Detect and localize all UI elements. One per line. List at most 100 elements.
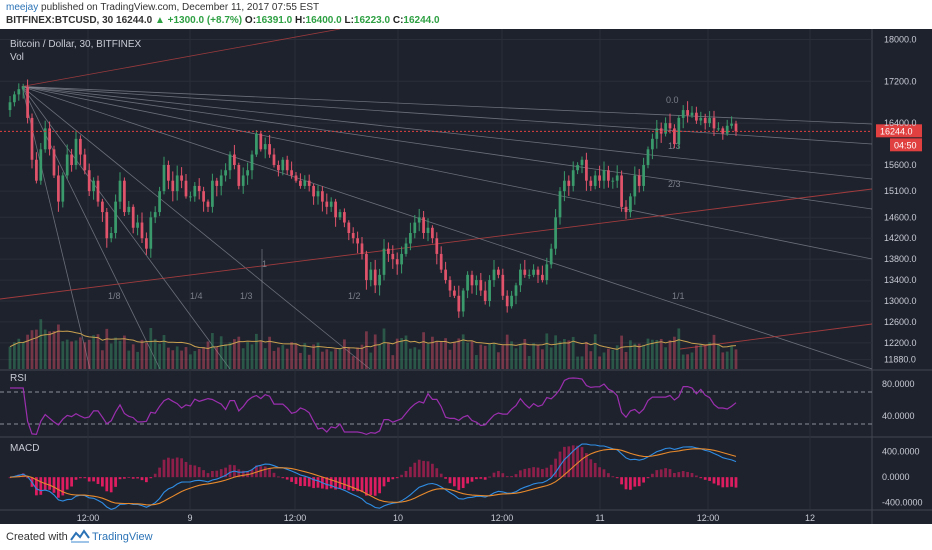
candle-body [567, 180, 571, 186]
macd-histogram-bar [202, 470, 205, 478]
candle-body [589, 180, 593, 186]
candle-body [501, 274, 505, 296]
open-value: 16391.0 [256, 15, 293, 26]
volume-bar [329, 351, 333, 369]
volume-bar [202, 347, 205, 369]
fan-label: 1/2 [348, 291, 361, 301]
trend-line [21, 29, 341, 87]
candle-body [43, 128, 47, 150]
macd-histogram-bar [131, 477, 135, 479]
macd-histogram-bar [294, 477, 298, 485]
volume-bar [105, 328, 109, 369]
up-arrow-icon: ▲ [154, 15, 165, 26]
macd-histogram-bar [532, 467, 535, 478]
macd-histogram-bar [299, 477, 302, 486]
candle-body [426, 227, 430, 233]
volume-bar [633, 343, 637, 369]
candle-body [651, 138, 654, 150]
macd-histogram-bar [39, 477, 43, 495]
macd-histogram-bar [343, 477, 346, 490]
rsi-tick-label: 80.0000 [882, 379, 915, 389]
volume-bar [65, 339, 69, 369]
macd-histogram-bar [351, 477, 355, 491]
candle-body [637, 175, 641, 186]
volume-bar [255, 333, 258, 369]
volume-bar [343, 339, 346, 369]
macd-histogram-bar [417, 459, 421, 478]
volume-bars [8, 319, 738, 369]
macd-histogram-bar [224, 467, 227, 478]
macd-histogram-bar [391, 477, 395, 480]
volume-bar [545, 333, 549, 369]
macd-histogram-bar [690, 472, 694, 478]
high-label: H: [294, 15, 306, 26]
macd-histogram-bar [316, 477, 320, 488]
candle-body [470, 274, 474, 286]
macd-histogram-bar [149, 477, 153, 479]
candle-body [668, 123, 672, 129]
macd-histogram-bar [576, 445, 579, 478]
macd-histogram-bar [699, 477, 703, 479]
candle-body [206, 201, 210, 207]
macd-histogram-bar [145, 477, 148, 483]
candle-body [74, 138, 78, 165]
fan-line [21, 86, 873, 125]
y-tick-label: 16400.0 [884, 118, 917, 128]
volume-bar [347, 346, 351, 369]
macd-histogram-bar [637, 477, 641, 487]
candle-body [580, 159, 584, 165]
macd-histogram-bar [387, 477, 390, 482]
volume-bar [624, 351, 628, 369]
close-label: C: [392, 15, 404, 26]
macd-histogram-bar [281, 477, 285, 479]
volume-bar [228, 342, 232, 369]
volume-bar [241, 348, 245, 369]
macd-histogram-bar [92, 477, 95, 482]
candle-body [624, 206, 628, 213]
fan-label: 1/8 [108, 291, 121, 301]
volume-bar [360, 344, 364, 369]
high-value: 16400.0 [305, 15, 342, 26]
candle-body [519, 269, 522, 286]
macd-histogram-bar [730, 477, 733, 487]
volume-bar [717, 343, 720, 369]
chart-canvas[interactable]: 1/81/41/31/211/12/31/30.0 16244.004:50 1… [0, 29, 932, 524]
macd-histogram-bar [237, 469, 241, 478]
volume-bar [611, 349, 615, 369]
candle-body [382, 248, 386, 275]
macd-histogram-bar [593, 462, 597, 478]
candle-body [585, 159, 588, 181]
macd-histogram-bar [409, 466, 412, 478]
fan-label: 1/3 [240, 291, 253, 301]
volume-bar [61, 341, 65, 369]
candle-body [356, 238, 359, 244]
volume-bar [695, 345, 698, 369]
volume-bar [629, 340, 632, 369]
candle-body [479, 280, 483, 291]
candle-body [321, 191, 324, 202]
candle-body [725, 125, 729, 134]
candle-body [202, 191, 205, 202]
macd-histogram-bar [558, 451, 562, 478]
volume-bar [536, 344, 540, 369]
fan-line [21, 86, 873, 145]
macd-histogram-bar [505, 476, 509, 478]
volume-bar [730, 346, 733, 369]
candle-body [558, 191, 562, 218]
candle-body [250, 154, 254, 171]
volume-ma-line [9, 330, 737, 350]
candle-body [13, 94, 16, 103]
volume-bar [712, 334, 716, 369]
volume-bar [127, 350, 131, 369]
candle-body [593, 175, 597, 186]
macd-histogram-bar [127, 476, 131, 478]
volume-bar [162, 335, 166, 369]
candle-body [686, 110, 689, 116]
author-link[interactable]: meejay [6, 2, 39, 13]
candle-body [21, 86, 25, 90]
volume-bar [580, 356, 584, 369]
candle-body [149, 217, 153, 249]
macd-histogram-bar [255, 465, 258, 478]
tradingview-brand[interactable]: TradingView [92, 531, 153, 543]
macd-histogram-bar [629, 477, 632, 490]
